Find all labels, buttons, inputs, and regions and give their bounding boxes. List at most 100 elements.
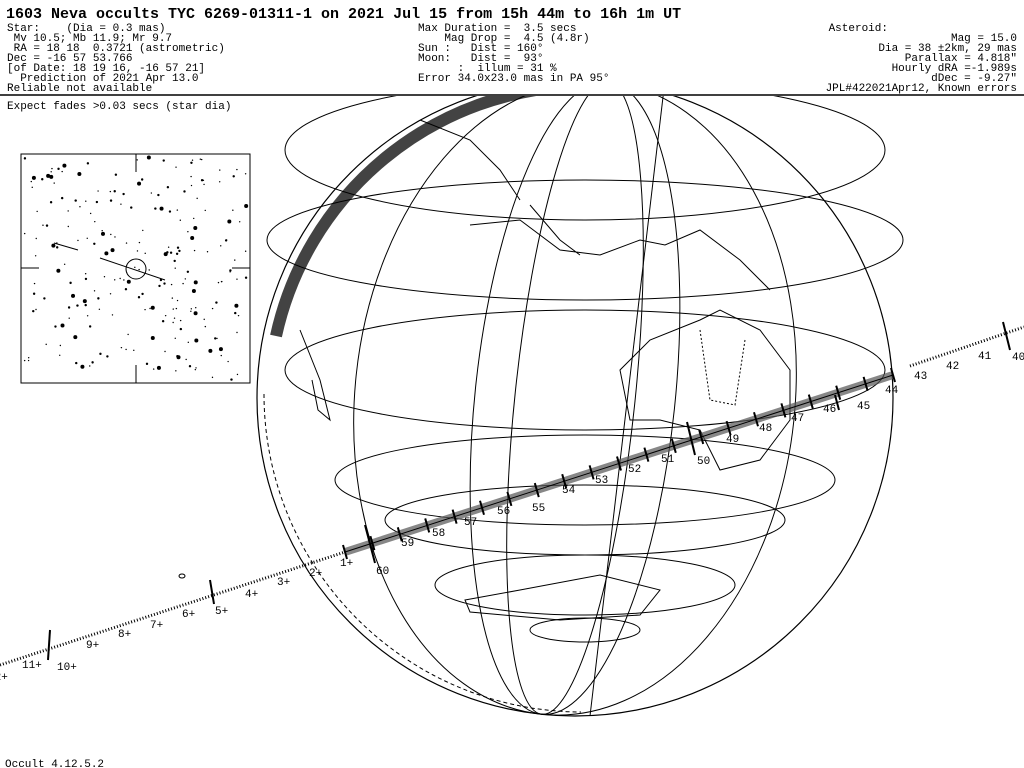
star [63,263,66,265]
path-extension [909,325,1024,368]
star [145,362,149,366]
star [191,159,194,161]
star [32,292,36,295]
minute-label: 56 [497,506,510,518]
star [98,308,101,310]
star-info: Mv 10.5; Mb 11.9; Mr 9.7 [7,33,172,45]
meridian [506,96,644,715]
star [126,279,131,284]
star-info: Reliable not available [7,83,152,95]
path-tick [862,376,869,392]
star [53,182,55,184]
star [89,365,91,367]
star [113,190,116,193]
star [167,246,170,248]
star [60,196,64,200]
star [194,368,197,371]
star [35,237,37,240]
minute-label: 54 [562,485,576,497]
star [89,212,92,215]
minute-label: 9+ [86,640,99,652]
star [123,279,125,281]
star [136,159,138,161]
star [173,259,176,263]
star [185,358,187,361]
minute-label: 4+ [245,589,258,601]
star [190,308,193,310]
path-extension [0,550,346,667]
star [138,241,141,244]
star [204,325,207,328]
star [122,192,125,196]
star [196,197,198,200]
event-info: Error 34.0x23.0 mas in PA 95° [418,73,609,85]
star [57,167,60,171]
star [148,269,150,271]
star [176,355,181,360]
star [237,314,240,317]
parallel [284,309,886,431]
star [163,252,168,257]
coastlines [299,119,791,621]
star [179,319,182,322]
path-limit-mark [834,394,840,411]
star [91,361,94,364]
star [35,308,37,311]
asteroid-info: Hourly dRA =-1.989s [892,63,1017,75]
path-tick [835,385,842,400]
star [84,277,88,281]
star [31,186,33,189]
path-tick [342,544,348,560]
star [236,278,238,280]
star [190,175,192,178]
star [30,180,32,183]
star [170,283,173,286]
borders [699,329,746,406]
asteroid-track [53,242,166,281]
star [169,251,173,254]
star [244,250,247,252]
star [86,237,88,239]
parallel [434,554,736,616]
path-tick [561,473,568,489]
star [220,245,222,247]
path-tick [780,403,787,418]
minute-label: 60 [376,566,389,578]
star [203,318,205,321]
star [178,249,181,253]
star [202,179,205,182]
star [204,209,206,212]
star [103,276,106,278]
star [49,174,54,179]
star [203,183,205,186]
star [230,378,233,381]
star [120,346,123,349]
star [41,178,44,181]
star [99,352,102,356]
star [188,365,192,368]
parallel [529,617,641,643]
star [130,206,133,209]
star [238,221,241,223]
target-circle [125,258,147,280]
star [68,317,70,319]
star [190,235,195,240]
star [182,282,184,285]
parallel [266,179,904,301]
minute-label: 7+ [150,620,163,632]
star [137,181,142,186]
star [101,230,103,232]
star [100,231,105,236]
star [51,243,56,248]
star [158,284,161,288]
star [211,376,214,379]
path-limit-mark [686,421,696,456]
star [159,278,163,282]
star [187,341,189,344]
star [80,364,85,369]
event-info: Sun : Dist = 160° [418,43,543,55]
minute-label: 50 [697,456,710,468]
star [134,266,136,269]
star [190,161,193,165]
